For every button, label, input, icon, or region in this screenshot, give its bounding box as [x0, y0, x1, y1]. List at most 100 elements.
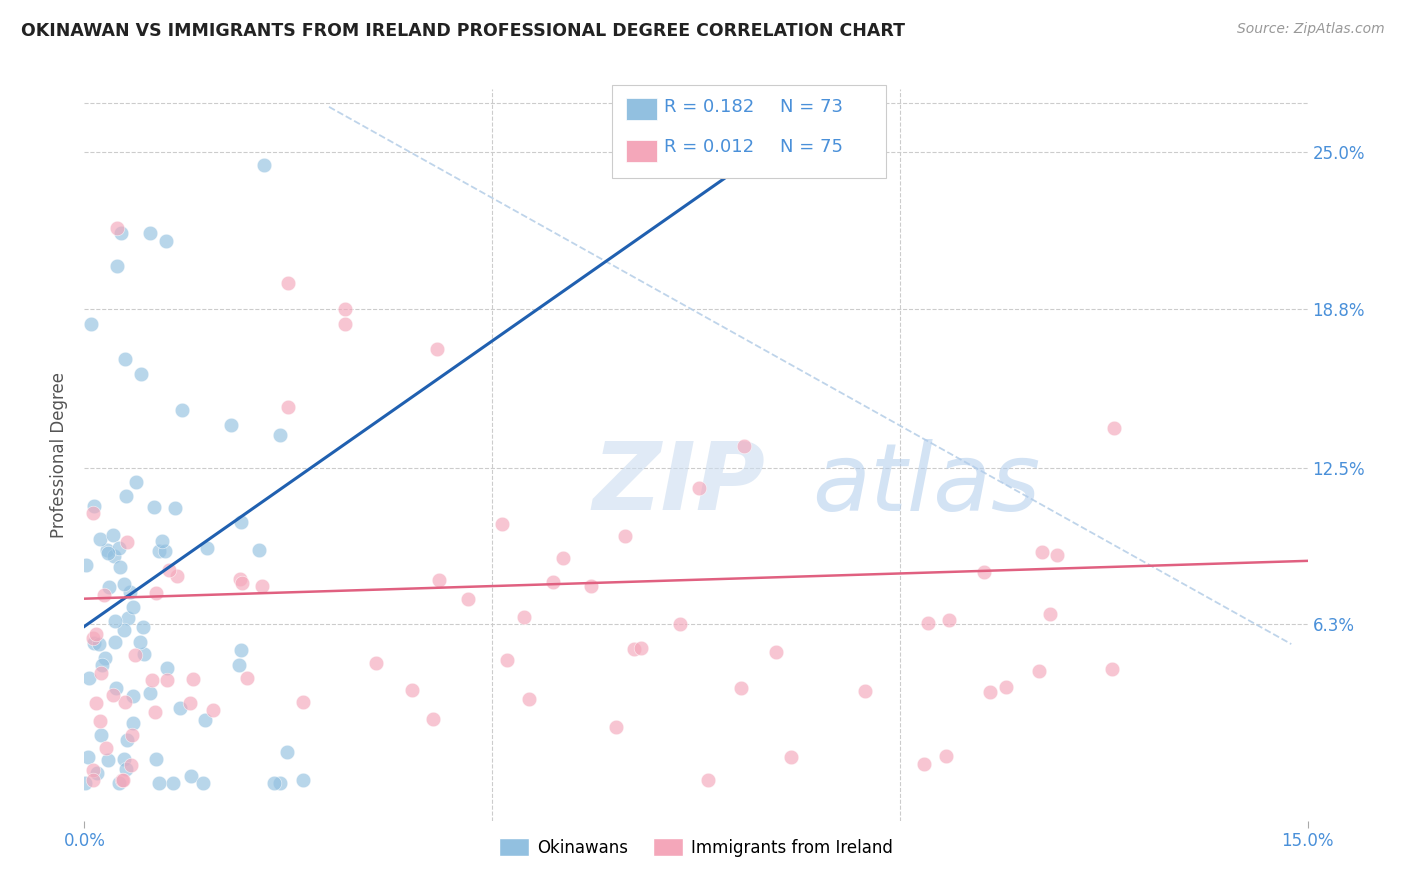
Point	[83, 636, 105, 650]
Point	[517, 692, 540, 706]
Point	[108, 776, 131, 790]
Point	[579, 579, 602, 593]
Point	[427, 573, 450, 587]
Point	[181, 672, 204, 686]
Point	[235, 671, 257, 685]
Point	[145, 586, 167, 600]
Point	[228, 658, 250, 673]
Point	[1031, 544, 1053, 558]
Point	[668, 616, 690, 631]
Point	[163, 500, 186, 515]
Point	[101, 528, 124, 542]
Point	[1039, 607, 1062, 622]
Y-axis label: Professional Degree: Professional Degree	[49, 372, 67, 538]
Point	[89, 714, 111, 729]
Point	[104, 681, 127, 696]
Point	[121, 600, 143, 615]
Point	[77, 672, 100, 686]
Point	[103, 614, 125, 628]
Point	[124, 648, 146, 663]
Point	[82, 631, 104, 645]
Point	[90, 728, 112, 742]
Point	[79, 317, 101, 331]
Point	[121, 715, 143, 730]
Point	[105, 221, 128, 235]
Point	[114, 577, 136, 591]
Point	[132, 620, 155, 634]
Point	[166, 568, 188, 582]
Point	[457, 592, 479, 607]
Point	[994, 680, 1017, 694]
Text: ZIP: ZIP	[592, 438, 765, 530]
Point	[82, 506, 104, 520]
Point	[150, 533, 173, 548]
Point	[97, 580, 120, 594]
Point	[148, 544, 170, 558]
Point	[112, 752, 135, 766]
Point	[148, 776, 170, 790]
Point	[114, 695, 136, 709]
Point	[111, 773, 134, 788]
Point	[143, 500, 166, 515]
Point	[115, 534, 138, 549]
Point	[90, 658, 112, 673]
Point	[292, 772, 315, 787]
Point	[229, 643, 252, 657]
Point	[253, 158, 276, 172]
Point	[128, 635, 150, 649]
Point	[75, 558, 97, 572]
Point	[75, 776, 97, 790]
Point	[364, 657, 387, 671]
Point	[115, 762, 138, 776]
Point	[853, 684, 876, 698]
Point	[169, 701, 191, 715]
Point	[156, 673, 179, 687]
Point	[277, 401, 299, 415]
Point	[613, 529, 636, 543]
Point	[263, 776, 285, 790]
Point	[84, 627, 107, 641]
Point	[82, 773, 104, 788]
Text: atlas: atlas	[813, 439, 1040, 530]
Point	[917, 615, 939, 630]
Point	[105, 259, 128, 273]
Point	[111, 773, 134, 788]
Point	[623, 641, 645, 656]
Point	[86, 766, 108, 780]
Point	[401, 683, 423, 698]
Point	[86, 696, 108, 710]
Point	[191, 776, 214, 790]
Point	[90, 666, 112, 681]
Point	[121, 728, 143, 742]
Point	[94, 741, 117, 756]
Point	[153, 544, 176, 558]
Point	[82, 764, 104, 778]
Point	[104, 635, 127, 649]
Point	[1028, 664, 1050, 678]
Point	[269, 776, 291, 790]
Point	[179, 697, 201, 711]
Point	[193, 713, 215, 727]
Point	[973, 566, 995, 580]
Point	[935, 749, 957, 764]
Point	[83, 500, 105, 514]
Legend: Okinawans, Immigrants from Ireland: Okinawans, Immigrants from Ireland	[492, 831, 900, 863]
Point	[335, 317, 357, 331]
Point	[155, 234, 177, 248]
Point	[252, 579, 274, 593]
Point	[108, 541, 131, 555]
Text: R = 0.182: R = 0.182	[664, 98, 754, 116]
Point	[231, 515, 253, 529]
Point	[94, 650, 117, 665]
Point	[97, 546, 120, 560]
Point	[1104, 421, 1126, 435]
Point	[277, 277, 299, 291]
Point	[979, 685, 1001, 699]
Point	[765, 645, 787, 659]
Point	[118, 585, 141, 599]
Point	[1101, 662, 1123, 676]
Point	[553, 551, 575, 566]
Point	[496, 653, 519, 667]
Point	[697, 773, 720, 788]
Point	[125, 475, 148, 489]
